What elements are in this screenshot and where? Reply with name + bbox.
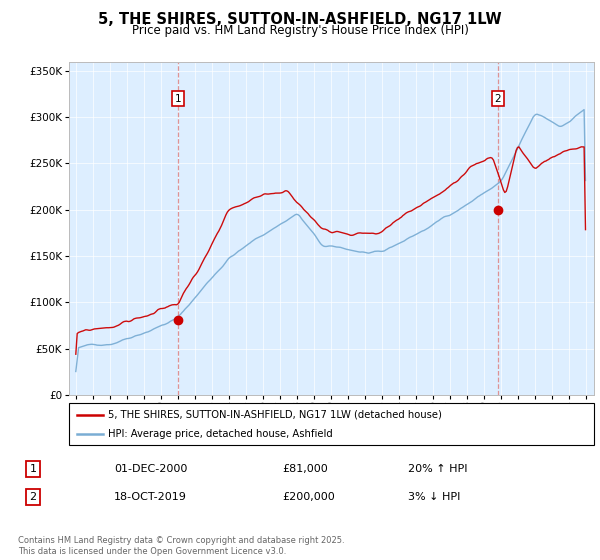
Text: 1: 1 <box>29 464 37 474</box>
Text: 2: 2 <box>494 94 501 104</box>
Text: 3% ↓ HPI: 3% ↓ HPI <box>408 492 460 502</box>
FancyBboxPatch shape <box>69 403 594 445</box>
Text: £200,000: £200,000 <box>282 492 335 502</box>
Text: £81,000: £81,000 <box>282 464 328 474</box>
Text: Price paid vs. HM Land Registry's House Price Index (HPI): Price paid vs. HM Land Registry's House … <box>131 24 469 36</box>
Text: 1: 1 <box>175 94 181 104</box>
Text: 5, THE SHIRES, SUTTON-IN-ASHFIELD, NG17 1LW: 5, THE SHIRES, SUTTON-IN-ASHFIELD, NG17 … <box>98 12 502 27</box>
Text: Contains HM Land Registry data © Crown copyright and database right 2025.
This d: Contains HM Land Registry data © Crown c… <box>18 536 344 556</box>
Text: 01-DEC-2000: 01-DEC-2000 <box>114 464 187 474</box>
Text: 5, THE SHIRES, SUTTON-IN-ASHFIELD, NG17 1LW (detached house): 5, THE SHIRES, SUTTON-IN-ASHFIELD, NG17 … <box>109 409 442 419</box>
Text: 20% ↑ HPI: 20% ↑ HPI <box>408 464 467 474</box>
Text: 18-OCT-2019: 18-OCT-2019 <box>114 492 187 502</box>
Text: 2: 2 <box>29 492 37 502</box>
Text: HPI: Average price, detached house, Ashfield: HPI: Average price, detached house, Ashf… <box>109 429 333 439</box>
